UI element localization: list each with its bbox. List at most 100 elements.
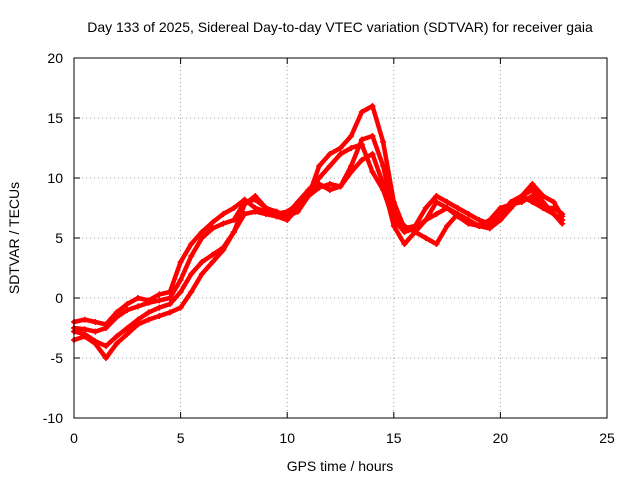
series-segment — [338, 133, 354, 151]
series-segment — [295, 193, 311, 214]
data-point — [145, 309, 152, 316]
data-point — [177, 259, 184, 265]
data-point — [156, 297, 163, 304]
data-point — [369, 151, 376, 157]
series-segment — [167, 289, 183, 307]
data-point — [550, 199, 557, 205]
data-point — [497, 205, 504, 211]
series-segment — [423, 193, 439, 211]
data-point — [166, 295, 173, 301]
series-segment — [348, 157, 365, 175]
data-point — [529, 199, 536, 205]
data-point — [230, 229, 237, 235]
series-segment — [530, 187, 546, 205]
data-point — [497, 211, 504, 217]
series-segment — [199, 259, 215, 277]
x-tick-label: 0 — [70, 430, 78, 446]
data-point — [358, 157, 365, 163]
series-segment — [391, 199, 407, 231]
data-point — [102, 325, 109, 331]
data-point — [284, 213, 291, 220]
series-segment — [210, 247, 226, 265]
data-point — [540, 193, 547, 199]
series-segment — [487, 211, 503, 226]
data-point — [401, 225, 408, 232]
data-point — [529, 193, 536, 199]
data-point — [113, 340, 120, 347]
series-segment — [316, 151, 333, 169]
data-point — [209, 259, 216, 265]
data-point — [177, 289, 184, 295]
data-point — [262, 211, 269, 217]
series-segment — [167, 277, 183, 301]
data-point — [369, 169, 376, 175]
data-point — [156, 291, 163, 298]
x-tick-label: 10 — [279, 430, 295, 446]
series-segment — [199, 226, 215, 241]
data-point — [444, 205, 451, 211]
data-point — [198, 271, 205, 277]
x-tick-labels: 0 5 10 15 20 25 — [70, 430, 615, 446]
data-point — [337, 151, 344, 157]
data-point — [559, 213, 566, 220]
series-segment — [380, 181, 397, 229]
series-segment — [103, 310, 119, 327]
series-segment — [306, 163, 322, 199]
data-point — [390, 199, 397, 205]
x-tick-label: 15 — [386, 430, 402, 446]
series-segment — [189, 271, 205, 295]
data-point — [81, 316, 88, 323]
data-point — [348, 133, 355, 139]
axis-ticks — [73, 57, 608, 419]
data-point — [177, 277, 184, 283]
data-point — [262, 205, 269, 211]
series-segment — [327, 151, 343, 169]
series-segment — [284, 199, 301, 217]
data-point — [401, 241, 408, 247]
series-segment — [380, 139, 397, 205]
data-points — [71, 103, 566, 361]
data-point — [369, 103, 376, 109]
data-point — [444, 223, 451, 229]
data-point — [433, 211, 440, 217]
data-point — [422, 235, 429, 241]
series-segment — [412, 205, 429, 229]
data-point — [412, 223, 419, 229]
series-segment — [189, 259, 205, 277]
data-point — [337, 183, 344, 190]
data-point — [422, 217, 429, 223]
data-point — [102, 355, 109, 361]
y-tick-label: 15 — [47, 110, 63, 126]
data-point — [188, 241, 195, 247]
data-point — [113, 314, 120, 321]
data-point — [497, 217, 504, 223]
series-segment — [316, 163, 333, 181]
series-segment — [530, 181, 546, 199]
series-segment — [402, 229, 418, 247]
data-point — [134, 295, 141, 301]
series-segment — [519, 181, 535, 199]
series-segment — [178, 241, 194, 265]
data-point — [348, 145, 355, 151]
data-point — [156, 313, 163, 319]
series-segment — [498, 199, 514, 217]
series-segment — [231, 199, 247, 223]
series-segment — [370, 133, 386, 169]
data-point — [433, 241, 440, 247]
data-point — [113, 333, 120, 340]
data-point — [529, 187, 536, 193]
y-tick-label: 20 — [47, 50, 63, 66]
data-point — [559, 220, 566, 227]
data-point — [508, 199, 515, 205]
data-point — [252, 196, 259, 203]
series-segment — [178, 253, 194, 283]
series-segment — [412, 217, 429, 235]
series-segment — [114, 301, 130, 315]
data-point — [209, 225, 216, 232]
data-point — [145, 299, 152, 306]
y-tick-label: 10 — [47, 170, 63, 186]
data-point — [145, 316, 152, 323]
data-point — [550, 211, 557, 217]
data-point — [220, 211, 227, 217]
